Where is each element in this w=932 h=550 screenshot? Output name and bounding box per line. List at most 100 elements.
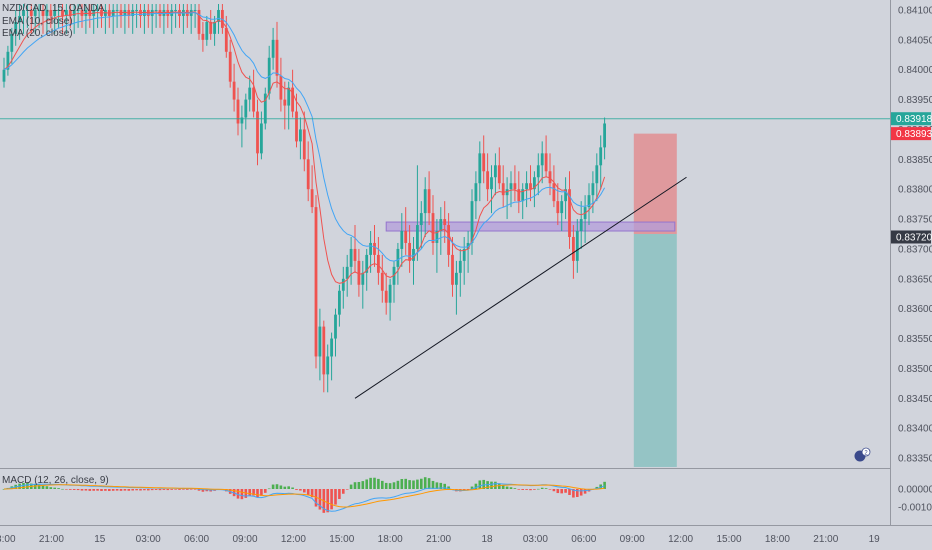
candle-body bbox=[529, 183, 532, 190]
candle bbox=[435, 219, 439, 273]
entry-price-tag[interactable]: 0.83720 bbox=[891, 230, 932, 244]
macd-tick-label: 0.00000 bbox=[898, 485, 932, 496]
macd-histogram-bar bbox=[365, 479, 368, 489]
candle-body bbox=[291, 87, 294, 112]
price-tick-label: 0.83750 bbox=[898, 215, 932, 226]
candle-body bbox=[205, 21, 209, 40]
candle-body bbox=[260, 123, 263, 154]
reward-box[interactable] bbox=[633, 234, 677, 467]
candle-body bbox=[314, 207, 318, 357]
candle bbox=[330, 332, 333, 381]
risk-box[interactable] bbox=[633, 133, 677, 234]
candle-body bbox=[470, 201, 474, 243]
candle-body bbox=[338, 290, 341, 315]
candle-body bbox=[579, 219, 583, 232]
candle bbox=[478, 141, 482, 202]
candle bbox=[529, 165, 532, 202]
candle-body bbox=[275, 39, 279, 76]
macd-histogram-bar bbox=[412, 480, 415, 489]
candle-body bbox=[88, 9, 92, 16]
candle-body bbox=[462, 248, 466, 261]
candle-body bbox=[80, 9, 84, 16]
ema-slow-legend[interactable]: EMA (20, close) bbox=[2, 28, 73, 39]
candle-body bbox=[197, 9, 201, 34]
macd-histogram-bar bbox=[579, 489, 583, 496]
candle-body bbox=[174, 9, 177, 11]
macd-histogram-bar bbox=[306, 489, 310, 496]
candle bbox=[61, 4, 64, 34]
macd-histogram-bar bbox=[291, 487, 294, 489]
supply-zone-rect[interactable] bbox=[385, 221, 676, 232]
candle bbox=[341, 266, 345, 309]
candle-body bbox=[494, 165, 497, 178]
time-tick-label: 18:00 bbox=[765, 534, 790, 545]
macd-histogram-bar bbox=[400, 478, 404, 489]
candle-body bbox=[306, 159, 310, 190]
macd-histogram-bar bbox=[158, 489, 162, 491]
candle bbox=[14, 9, 18, 46]
candle-body bbox=[540, 153, 544, 166]
macd-histogram-bar bbox=[583, 489, 587, 494]
macd-histogram-bar bbox=[388, 483, 392, 489]
macd-histogram-bar bbox=[439, 482, 443, 489]
trendline[interactable] bbox=[354, 176, 687, 399]
time-tick-label: 15 bbox=[94, 534, 106, 545]
macd-histogram-bar bbox=[572, 489, 575, 498]
price-tick-label: 0.83950 bbox=[898, 95, 932, 106]
symbol-legend[interactable]: NZD/CAD, 15, OANDA bbox=[2, 3, 105, 14]
macd-legend[interactable]: MACD (12, 26, close, 9) bbox=[2, 475, 109, 486]
macd-histogram-bar bbox=[416, 479, 419, 489]
macd-histogram-bar bbox=[560, 489, 563, 494]
candle-body bbox=[283, 99, 287, 106]
macd-histogram-bar bbox=[427, 478, 431, 489]
macd-histogram-bar bbox=[548, 489, 552, 490]
macd-histogram-bar bbox=[299, 489, 302, 491]
candle bbox=[53, 4, 57, 34]
last-price-tag[interactable]: 0.83918 bbox=[891, 112, 932, 126]
candle bbox=[572, 225, 575, 279]
candle bbox=[244, 93, 248, 130]
macd-histogram-bar bbox=[236, 489, 240, 499]
macd-histogram-bar bbox=[57, 488, 60, 489]
macd-histogram-bar bbox=[310, 489, 314, 498]
macd-histogram-bar bbox=[342, 489, 345, 494]
price-tick-label: 0.83350 bbox=[898, 454, 932, 465]
macd-histogram-bar bbox=[256, 489, 259, 498]
macd-histogram-bar bbox=[330, 489, 333, 510]
svg-text:2: 2 bbox=[864, 451, 868, 457]
candle bbox=[349, 236, 353, 285]
macd-histogram-bar bbox=[275, 484, 279, 489]
candle-body bbox=[2, 69, 6, 82]
macd-histogram-bar bbox=[345, 489, 349, 490]
macd-histogram-bar bbox=[139, 489, 142, 491]
candle-body bbox=[560, 201, 564, 214]
candle-body bbox=[72, 9, 76, 16]
candle bbox=[560, 195, 564, 232]
candle bbox=[135, 4, 138, 28]
candle bbox=[267, 45, 271, 100]
macd-histogram-bar bbox=[564, 489, 567, 493]
stop-price-tag[interactable]: 0.83893 bbox=[891, 127, 932, 140]
time-axis[interactable]: 18:00 21:00 15 03:00 06:00 09:00 12:00 15:00 18:… bbox=[0, 534, 880, 545]
price-tick-label: 0.83700 bbox=[898, 244, 932, 255]
flag-icon[interactable]: 2 bbox=[854, 447, 871, 462]
candle-body bbox=[416, 225, 419, 249]
macd-histogram-bar bbox=[544, 488, 548, 489]
candle-body bbox=[455, 272, 458, 285]
ema-fast-legend[interactable]: EMA (10, close) bbox=[2, 16, 73, 27]
candle bbox=[322, 320, 326, 393]
candle bbox=[474, 171, 478, 220]
time-tick-label: 18:00 bbox=[0, 534, 16, 545]
macd-histogram-bar bbox=[248, 489, 251, 496]
candle bbox=[396, 242, 400, 285]
candle-body bbox=[400, 231, 404, 249]
macd-histogram-bar bbox=[498, 483, 501, 489]
candle bbox=[599, 135, 603, 190]
time-tick-label: 18 bbox=[481, 534, 493, 545]
macd-histogram-bar bbox=[147, 489, 150, 491]
candle-body bbox=[556, 201, 560, 214]
candle-body bbox=[587, 195, 591, 208]
candle-body bbox=[353, 248, 357, 261]
macd-histogram-bar bbox=[104, 489, 107, 491]
